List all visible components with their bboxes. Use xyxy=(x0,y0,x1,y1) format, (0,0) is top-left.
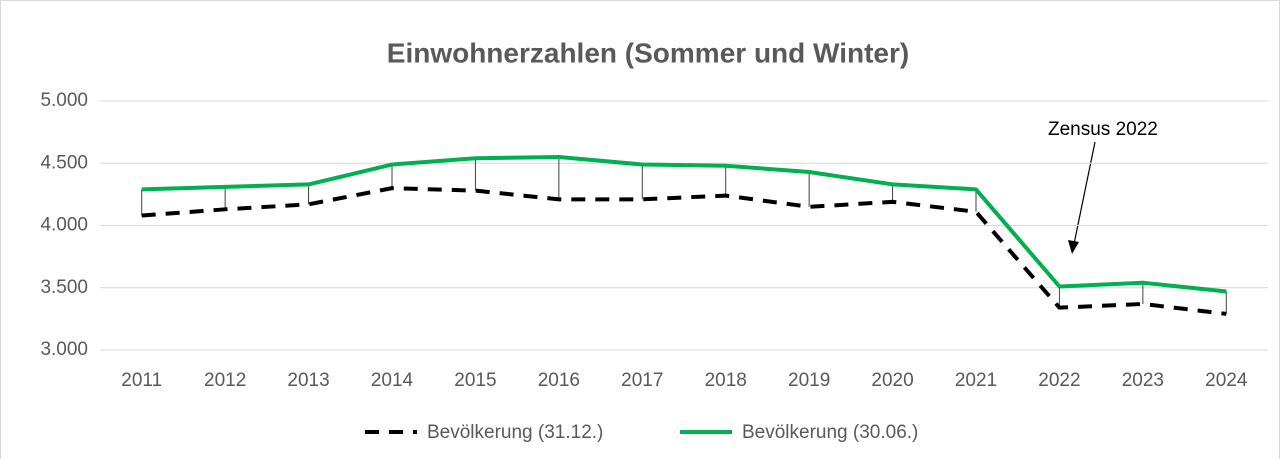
annotation-arrowhead xyxy=(1068,240,1079,254)
annotation-arrow xyxy=(1073,141,1096,245)
x-tick-label: 2022 xyxy=(1038,370,1080,391)
y-tick-label: 4.500 xyxy=(40,152,88,173)
x-tick-label: 2019 xyxy=(788,370,830,391)
x-tick-label: 2012 xyxy=(204,370,246,391)
x-tick-label: 2011 xyxy=(121,370,162,391)
x-tick-label: 2015 xyxy=(454,370,496,391)
x-tick-label: 2024 xyxy=(1205,370,1248,391)
legend-label: Bevölkerung (31.12.) xyxy=(427,422,603,443)
x-tick-label: 2014 xyxy=(371,370,414,391)
y-tick-label: 3.000 xyxy=(40,339,88,360)
y-tick-label: 3.500 xyxy=(40,277,88,298)
legend-label: Bevölkerung (30.06.) xyxy=(742,422,918,443)
x-tick-label: 2013 xyxy=(287,370,329,391)
x-tick-label: 2017 xyxy=(621,370,663,391)
y-tick-label: 4.000 xyxy=(40,215,88,236)
series-line xyxy=(141,186,1227,316)
annotation: Zensus 2022 xyxy=(1048,119,1158,140)
x-tick-label: 2020 xyxy=(871,370,913,391)
chart-title: Einwohnerzahlen (Sommer und Winter) xyxy=(387,37,909,68)
x-tick-label: 2018 xyxy=(705,370,747,391)
x-tick-label: 2016 xyxy=(538,370,580,391)
x-tick-label: 2021 xyxy=(955,370,997,391)
series-line xyxy=(141,155,1227,294)
y-tick-label: 5.000 xyxy=(40,90,88,111)
x-tick-label: 2023 xyxy=(1122,370,1164,391)
